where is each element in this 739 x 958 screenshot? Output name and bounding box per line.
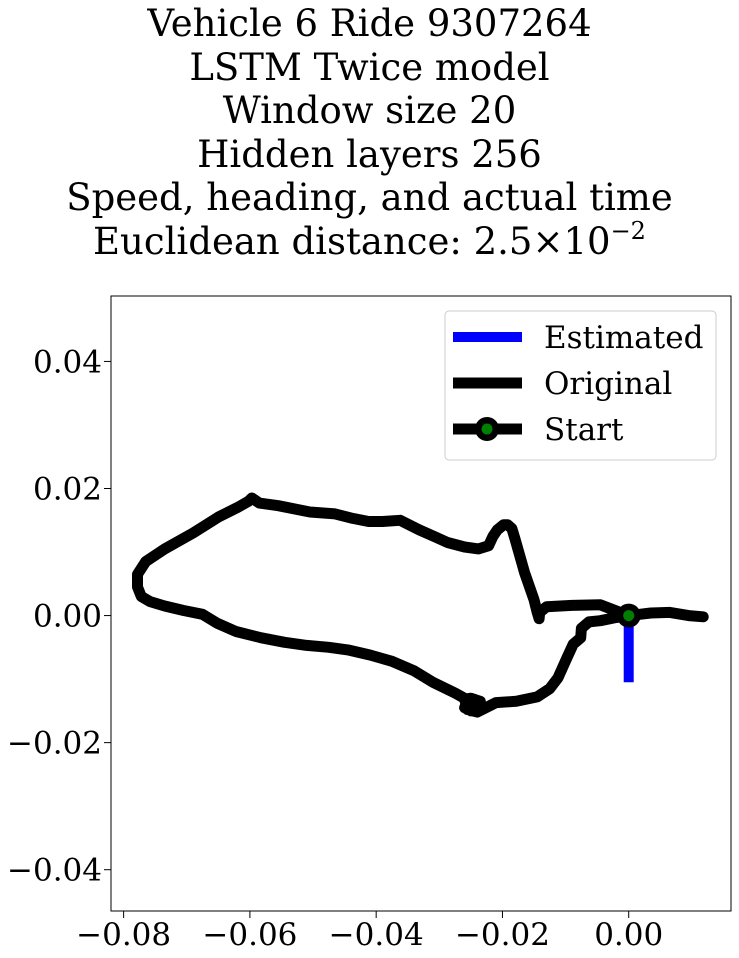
axes-frame bbox=[110, 295, 732, 912]
title-line-5: Speed, heading, and actual time bbox=[66, 176, 673, 219]
start-marker bbox=[623, 610, 635, 622]
distance-mantissa: 2.5 bbox=[473, 219, 533, 263]
title-line-distance: Euclidean distance: 2.5×10−2 bbox=[0, 216, 739, 269]
y-axis: 0.04 0.02 0.00 −0.02 −0.04 bbox=[7, 344, 111, 889]
legend-estimated-label: Estimated bbox=[544, 320, 703, 356]
plot-area bbox=[132, 492, 709, 718]
y-tick-label: −0.02 bbox=[7, 726, 102, 762]
y-tick-label: 0.04 bbox=[33, 344, 102, 380]
x-axis: −0.08 −0.06 −0.04 −0.02 0.00 bbox=[76, 911, 663, 953]
legend-start-label: Start bbox=[544, 412, 624, 448]
legend-start-marker bbox=[481, 423, 493, 435]
title-line-1: Vehicle 6 Ride 9307264 bbox=[147, 2, 592, 45]
chart-title: Vehicle 6 Ride 9307264 LSTM Twice model … bbox=[0, 2, 739, 268]
legend-box bbox=[444, 310, 717, 461]
title-line-3: Window size 20 bbox=[222, 89, 517, 132]
distance-base: 10 bbox=[563, 219, 611, 263]
x-tick-label: −0.06 bbox=[202, 917, 297, 953]
x-tick-label: −0.02 bbox=[455, 917, 550, 953]
title-line-4: Hidden layers 256 bbox=[197, 132, 542, 176]
x-tick-label: −0.08 bbox=[76, 917, 171, 953]
distance-prefix: Euclidean distance: bbox=[93, 219, 474, 263]
legend-original-label: Original bbox=[544, 366, 672, 402]
x-tick-label: 0.00 bbox=[594, 917, 663, 953]
legend: Estimated Original Start bbox=[444, 310, 717, 461]
distance-exponent: −2 bbox=[610, 216, 646, 245]
x-tick-label: −0.04 bbox=[329, 917, 424, 953]
y-tick-label: 0.02 bbox=[33, 472, 102, 508]
series-original-line bbox=[132, 492, 709, 718]
y-tick-label: 0.00 bbox=[33, 599, 102, 635]
distance-times: × bbox=[532, 219, 564, 263]
y-tick-label: −0.04 bbox=[7, 853, 102, 889]
title-line-2: LSTM Twice model bbox=[189, 45, 550, 89]
